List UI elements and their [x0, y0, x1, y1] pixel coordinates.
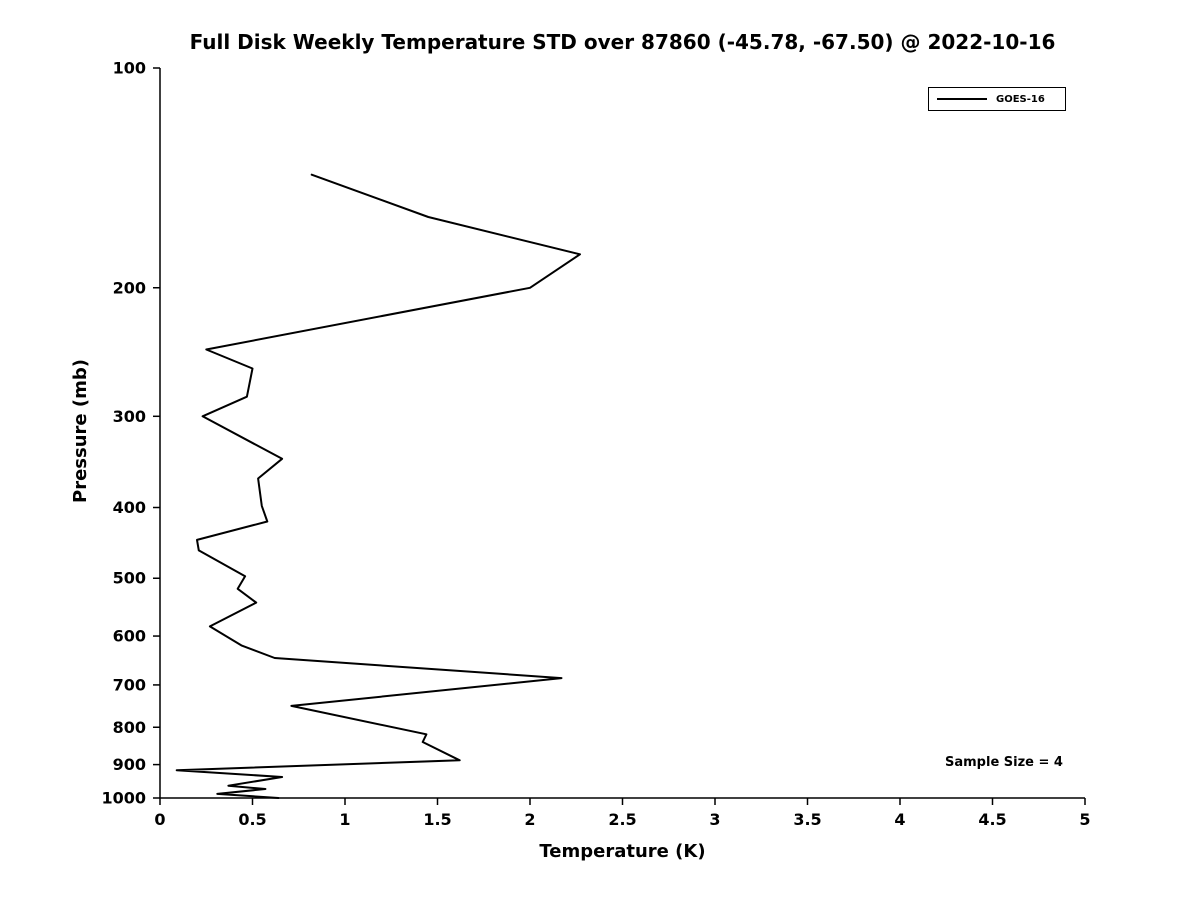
- x-axis-tick-label: 5: [1079, 810, 1090, 829]
- y-axis-tick-label: 100: [113, 59, 146, 78]
- y-axis-tick-label: 400: [113, 498, 146, 517]
- y-axis-tick-label: 900: [113, 755, 146, 774]
- legend-label: GOES-16: [996, 93, 1045, 105]
- goes-16-series-line: [175, 173, 581, 799]
- x-axis-tick-label: 4.5: [978, 810, 1006, 829]
- x-axis-tick-label: 3.5: [793, 810, 821, 829]
- x-axis-label: Temperature (K): [539, 841, 706, 862]
- sample-size-annotation: Sample Size = 4: [945, 755, 1063, 770]
- legend-line-sample-icon: [937, 98, 987, 100]
- x-axis-tick-label: 4: [894, 810, 905, 829]
- x-axis-tick-label: 0: [154, 810, 165, 829]
- x-axis-tick-label: 1: [339, 810, 350, 829]
- y-axis-tick-label: 1000: [101, 789, 146, 808]
- x-axis-tick-label: 3: [709, 810, 720, 829]
- legend: GOES-16: [928, 87, 1066, 111]
- x-axis-tick-label: 0.5: [238, 810, 266, 829]
- x-axis-tick-label: 1.5: [423, 810, 451, 829]
- x-axis-tick-label: 2: [524, 810, 535, 829]
- y-axis-tick-label: 700: [113, 675, 146, 694]
- y-axis-tick-label: 200: [113, 278, 146, 297]
- chart-title: Full Disk Weekly Temperature STD over 87…: [189, 30, 1056, 54]
- x-axis-tick-label: 2.5: [608, 810, 636, 829]
- y-axis-tick-label: 800: [113, 718, 146, 737]
- y-axis-tick-label: 500: [113, 569, 146, 588]
- y-axis-tick-label: 300: [113, 407, 146, 426]
- y-axis-tick-label: 600: [113, 627, 146, 646]
